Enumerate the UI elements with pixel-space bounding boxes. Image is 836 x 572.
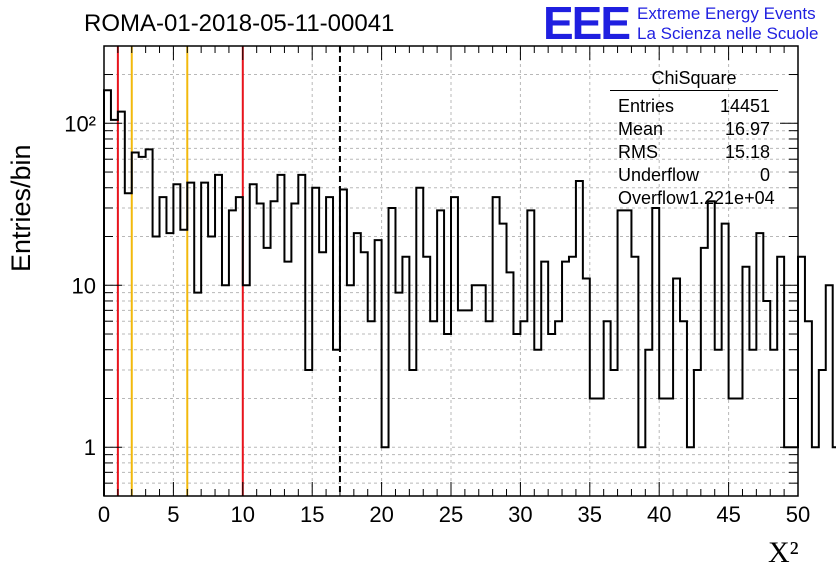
stats-row-entries: Entries 14451: [610, 95, 778, 118]
x-tick-label: 50: [786, 502, 810, 527]
logo-caption: Extreme Energy Events La Scienza nelle S…: [637, 4, 818, 44]
y-tick-label: 10²: [64, 111, 96, 136]
stats-value: 15.18: [724, 142, 770, 162]
x-axis-label: X²: [768, 536, 799, 569]
x-tick-label: 35: [578, 502, 602, 527]
x-tick-labels: 0 5 10 15 20 25 30 35 40 45 50: [98, 502, 810, 527]
x-tick-label: 45: [716, 502, 740, 527]
y-tick-labels: 1 10 10²: [64, 111, 96, 460]
stats-row-mean: Mean 16.97: [610, 118, 778, 141]
x-tick-label: 10: [231, 502, 255, 527]
stats-label: Overflow: [618, 188, 690, 208]
x-tick-label: 0: [98, 502, 110, 527]
grid-lines: [104, 46, 798, 496]
x-tick-label: 40: [647, 502, 671, 527]
stats-value: 16.97: [724, 119, 770, 139]
eee-logo: EEE: [543, 0, 631, 49]
stats-row-underflow: Underflow 0: [610, 164, 778, 187]
x-tick-label: 15: [300, 502, 324, 527]
stats-label: Underflow: [618, 165, 700, 185]
stats-value: 14451: [719, 96, 770, 116]
y-axis-label: Entries/bin: [6, 144, 36, 272]
axis-ticks: [103, 45, 799, 497]
y-tick-label: 10: [72, 273, 96, 298]
stats-value: 1.221e+04: [689, 188, 775, 208]
stats-row-overflow: Overflow 1.221e+04: [610, 187, 778, 210]
histogram-line: [103, 89, 836, 496]
x-tick-label: 20: [369, 502, 393, 527]
logo-line-1: Extreme Energy Events: [637, 4, 816, 23]
stats-title: ChiSquare: [610, 68, 778, 91]
stats-box: ChiSquare Entries 14451 Mean 16.97 RMS 1…: [610, 68, 778, 210]
x-tick-label: 25: [439, 502, 463, 527]
y-tick-label: 1: [84, 435, 96, 460]
stats-label: Mean: [618, 119, 664, 139]
stats-label: Entries: [618, 96, 675, 116]
logo-line-2: La Scienza nelle Scuole: [637, 24, 819, 43]
stats-row-rms: RMS 15.18: [610, 141, 778, 164]
x-tick-label: 5: [167, 502, 179, 527]
x-tick-label: 30: [508, 502, 532, 527]
stats-label: RMS: [618, 142, 658, 162]
chart-title: ROMA-01-2018-05-11-00041: [84, 10, 395, 37]
stats-value: 0: [759, 165, 770, 185]
